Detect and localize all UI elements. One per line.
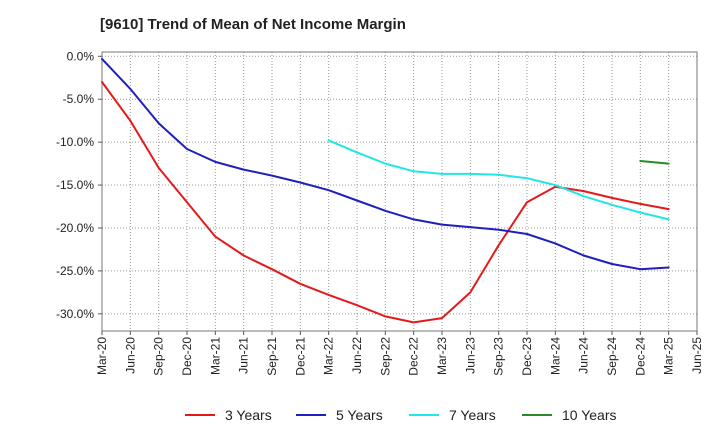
legend-swatch — [296, 414, 326, 416]
x-tick-label: Jun-22 — [350, 337, 364, 374]
legend-label: 3 Years — [225, 407, 272, 423]
x-tick-label: Jun-24 — [577, 337, 591, 374]
legend-item-3-years: 3 Years — [185, 404, 272, 426]
x-tick-label: Dec-23 — [520, 337, 534, 376]
x-tick-label: Sep-22 — [378, 337, 392, 376]
legend-label: 7 Years — [449, 407, 496, 423]
plot-frame — [101, 51, 698, 332]
x-tick-label: Dec-22 — [407, 337, 421, 376]
legend: 3 Years 5 Years 7 Years 10 Years — [0, 404, 720, 426]
y-tick-label: -15.0% — [56, 178, 94, 192]
x-tick-label: Dec-24 — [633, 337, 647, 376]
x-tick-label: Mar-21 — [208, 337, 222, 375]
y-tick-label: -30.0% — [56, 307, 94, 321]
series-line-3-years — [101, 81, 670, 324]
legend-label: 10 Years — [562, 407, 617, 423]
legend-item-10-years: 10 Years — [522, 404, 617, 426]
x-tick-label: Jun-25 — [690, 337, 704, 374]
x-tick-label: Sep-21 — [265, 337, 279, 376]
legend-item-7-years: 7 Years — [409, 404, 496, 426]
x-tick-label: Sep-23 — [492, 337, 506, 376]
legend-swatch — [409, 414, 439, 416]
legend-label: 5 Years — [336, 407, 383, 423]
x-tick-label: Mar-24 — [548, 337, 562, 375]
x-tick-label: Dec-21 — [293, 337, 307, 376]
series-line-5-years — [101, 57, 670, 271]
series-line-10-years — [639, 160, 670, 165]
x-tick-label: Mar-22 — [322, 337, 336, 375]
y-tick-label: -10.0% — [56, 135, 94, 149]
series-line-7-years — [327, 139, 670, 221]
chart-title: [9610] Trend of Mean of Net Income Margi… — [100, 16, 406, 33]
y-tick-label: -25.0% — [56, 264, 94, 278]
x-tick-label: Mar-20 — [95, 337, 109, 375]
legend-item-5-years: 5 Years — [296, 404, 383, 426]
y-tick-label: 0.0% — [67, 49, 95, 63]
plot-area: 0.0% -5.0% -10.0% -15.0% -20.0% -25.0% -30.0% M… — [56, 49, 704, 376]
x-tick-label: Sep-24 — [605, 337, 619, 376]
x-tick-label: Sep-20 — [152, 337, 166, 376]
legend-swatch — [522, 414, 552, 416]
y-tick-label: -20.0% — [56, 221, 94, 235]
x-tick-label: Mar-23 — [435, 337, 449, 375]
x-tick-label: Jun-23 — [463, 337, 477, 374]
y-tick-label: -5.0% — [63, 92, 95, 106]
legend-swatch — [185, 414, 215, 416]
x-tick-label: Mar-25 — [662, 337, 676, 375]
x-tick-label: Jun-21 — [237, 337, 251, 374]
x-tick-label: Dec-20 — [180, 337, 194, 376]
x-tick-label: Jun-20 — [123, 337, 137, 374]
